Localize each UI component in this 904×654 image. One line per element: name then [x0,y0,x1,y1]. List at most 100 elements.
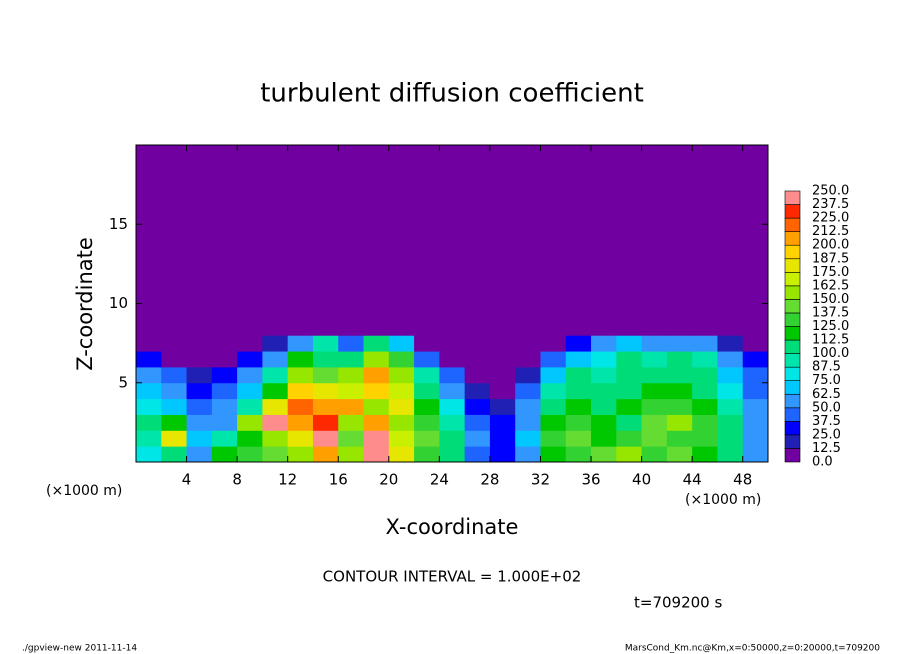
heat-cell [312,366,339,384]
heat-cell [414,414,440,431]
colorbar-label: 250.0 [812,184,849,199]
heat-cell [262,335,289,352]
heat-cell [540,398,567,415]
heat-cell [540,414,567,431]
heat-cell [439,430,466,447]
heat-cell [136,319,162,336]
colorbar-swatch [784,339,801,354]
heat-cell [237,351,263,368]
heat-cell [262,366,289,384]
heat-cell [540,446,567,463]
heat-cell [414,430,440,447]
heat-cell [692,430,718,447]
heat-cell [616,398,643,415]
heat-cell [338,430,365,447]
heat-cell [211,366,238,384]
heat-cell [161,351,188,368]
heat-cell [312,382,339,400]
heat-cell [312,430,339,447]
heat-cell [388,335,415,352]
y-tick-label: 15 [109,215,128,233]
heat-cell [414,366,440,384]
x-unit-label: (×1000 m) [685,492,761,508]
x-tick-label: 36 [581,471,600,489]
heat-cell [363,351,390,368]
heat-cell [136,414,162,431]
heat-cell [439,414,466,431]
colorbar-swatch [784,380,801,395]
colorbar-swatch [784,190,801,205]
heat-cell [515,335,541,352]
heat-cell [186,430,213,447]
colorbar-label: 12.5 [812,441,841,456]
heat-cell [666,414,693,431]
colorbar-swatch [784,434,801,449]
heat-cell [717,319,744,336]
x-tick-label: 32 [531,471,550,489]
x-tick-label: 20 [379,471,398,489]
heat-cell [136,430,162,447]
heat-cell [717,366,744,384]
heat-cell [742,398,769,415]
heat-cell [388,414,415,431]
heat-cell [489,382,516,400]
heat-cell [692,366,718,384]
colorbar-label: 162.5 [812,278,849,293]
heat-cell [489,446,516,463]
heat-cell [666,335,693,352]
colorbar-swatch [784,407,801,422]
heat-cell [489,335,516,352]
heat-cell [565,366,592,384]
heat-cell [692,398,718,415]
heat-cell [464,382,491,400]
colorbar-label: 62.5 [812,387,841,402]
heat-cell [591,366,617,384]
colorbar-label: 75.0 [812,373,841,388]
x-tick-label: 12 [278,471,297,489]
heat-cell [515,446,541,463]
heat-cell [237,366,263,384]
colorbar-swatch [784,326,801,341]
heat-cell [717,398,744,415]
heat-cell [641,351,668,368]
heat-cell [641,319,668,336]
heat-cell [591,351,617,368]
heat-cell [692,335,718,352]
heat-cell [565,398,592,415]
heat-cell [161,430,188,447]
colorbar-label: 175.0 [812,265,849,280]
x-tick-label: 44 [683,471,702,489]
footer-left: ./gpview-new 2011-11-14 [22,644,137,654]
heat-cell [237,430,263,447]
heat-cell [666,430,693,447]
heat-cell [287,335,314,352]
heat-cell [565,335,592,352]
heat-cell [464,319,491,336]
heat-cell [338,351,365,368]
heat-cell [363,430,390,447]
chart-title: turbulent diffusion coefficient [260,79,644,109]
heat-cell [211,446,238,463]
heat-cell [363,319,390,336]
heat-cell [464,414,491,431]
heat-cell [136,335,162,352]
heat-cell [211,351,238,368]
heat-cell [161,335,188,352]
heat-cell [641,398,668,415]
heat-cell [439,351,466,368]
heat-cell [641,430,668,447]
colorbar-label: 237.5 [812,197,849,212]
heat-cell [338,382,365,400]
heat-cell [287,446,314,463]
colorbar-swatch [784,448,801,463]
heat-cell [439,335,466,352]
heat-cell [363,414,390,431]
heat-cell [565,414,592,431]
heat-cell [338,414,365,431]
heat-cell [515,319,541,336]
heat-cell [287,414,314,431]
y-axis-label: Z-coordinate [73,237,97,371]
y-tick-label: 10 [109,294,128,312]
heat-cell [186,319,213,336]
heat-cell [161,382,188,400]
